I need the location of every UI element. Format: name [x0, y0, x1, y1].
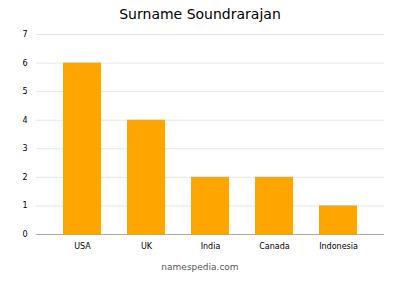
- svg-text:India: India: [201, 242, 221, 251]
- svg-text:0: 0: [22, 230, 27, 239]
- svg-text:7: 7: [22, 30, 27, 39]
- svg-text:UK: UK: [141, 242, 153, 251]
- svg-text:USA: USA: [74, 242, 91, 251]
- html-text:Surname Soundrarajan: Surname Soundrarajan: [119, 6, 281, 22]
- html-text:namespedia.com: namespedia.com: [161, 262, 239, 272]
- svg-text:2: 2: [22, 173, 27, 182]
- svg-text:Canada: Canada: [259, 242, 290, 251]
- svg-text:1: 1: [22, 201, 27, 210]
- svg-text:6: 6: [22, 59, 27, 68]
- svg-text:4: 4: [22, 116, 27, 125]
- svg-text:3: 3: [22, 144, 27, 153]
- svg-text:Indonesia: Indonesia: [319, 242, 358, 251]
- svg-text:5: 5: [22, 87, 27, 96]
